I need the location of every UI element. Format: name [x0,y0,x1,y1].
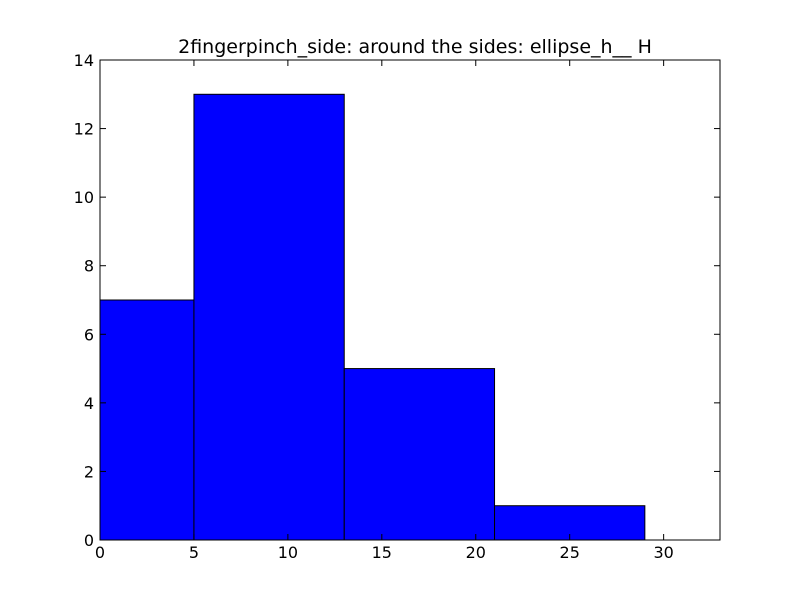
histogram-bar-0 [99,299,195,541]
y-tick-label: 4 [84,394,94,413]
chart-title: 2fingerpinch_side: around the sides: ell… [178,36,652,58]
x-tick-label: 10 [278,543,298,562]
x-tick-label: 15 [372,543,392,562]
plot-frame [99,59,721,541]
bars-group [99,93,646,541]
x-tick-label: 0 [95,543,105,562]
y-tick-label: 0 [84,531,94,550]
y-tick-label: 6 [84,325,94,344]
x-tick-label: 30 [653,543,673,562]
ticks-group: 0 5 10 15 20 25 30 0 2 4 6 8 10 12 14 [74,51,720,562]
y-tick-label: 8 [84,257,94,276]
y-tick-label: 14 [74,51,94,70]
y-tick-label: 12 [74,120,94,139]
histogram-bar-2 [343,368,496,541]
histogram-bar-1 [193,93,345,541]
x-tick-label: 5 [189,543,199,562]
x-tick-label: 20 [466,543,486,562]
x-tick-label: 25 [560,543,580,562]
y-tick-label: 2 [84,462,94,481]
y-tick-label: 10 [74,188,94,207]
